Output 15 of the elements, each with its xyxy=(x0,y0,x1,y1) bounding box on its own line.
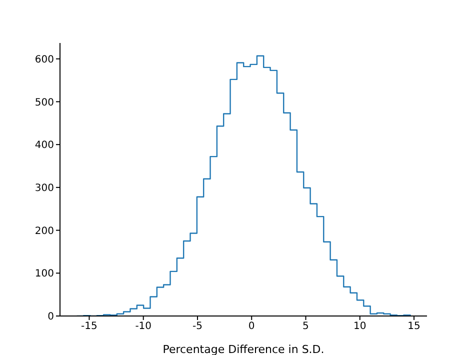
x-tick-label: 5 xyxy=(302,321,309,332)
y-tick-label: 200 xyxy=(34,226,54,237)
x-tick-label: 0 xyxy=(248,321,255,332)
y-tick-label: 100 xyxy=(34,268,54,280)
y-tick-label: 500 xyxy=(34,97,54,108)
y-tick-label: 300 xyxy=(34,182,54,194)
x-tick-label: 10 xyxy=(354,321,366,332)
x-tick-label: -10 xyxy=(135,321,152,332)
x-axis-title: Percentage Difference in S.D. xyxy=(162,343,324,355)
x-tick-label: 15 xyxy=(408,321,420,332)
x-tick-label: -5 xyxy=(192,321,202,332)
y-tick-label: 400 xyxy=(34,140,54,152)
y-tick-label: 0 xyxy=(48,312,54,323)
y-tick-label: 600 xyxy=(34,54,54,66)
x-tick-label: -15 xyxy=(81,321,98,332)
